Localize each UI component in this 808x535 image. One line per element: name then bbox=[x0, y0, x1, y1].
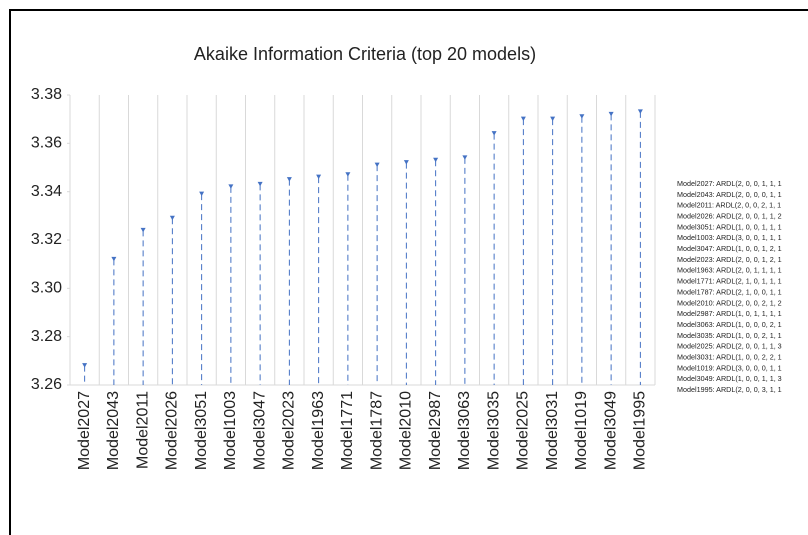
legend-entry: Model1019: ARDL(3, 0, 0, 0, 1, 1 bbox=[677, 363, 782, 372]
marker bbox=[433, 157, 439, 163]
x-tick-label: Model2987 bbox=[427, 391, 444, 470]
legend-entry: Model2027: ARDL(2, 0, 0, 1, 1, 1 bbox=[677, 179, 782, 188]
x-tick-label: Model3047 bbox=[251, 391, 268, 470]
legend-entry: Model1771: ARDL(2, 1, 0, 1, 1, 1 bbox=[677, 277, 782, 286]
legend-entry: Model2025: ARDL(2, 0, 0, 1, 1, 3 bbox=[677, 342, 782, 351]
y-tick-label: 3.32 bbox=[31, 231, 62, 248]
y-tick-label: 3.28 bbox=[31, 328, 62, 345]
legend-entry: Model3049: ARDL(1, 0, 0, 1, 1, 3 bbox=[677, 374, 782, 383]
x-tick-label: Model3051 bbox=[193, 391, 210, 470]
x-tick-label: Model1787 bbox=[368, 391, 385, 470]
legend-entry: Model2010: ARDL(2, 0, 0, 2, 1, 2 bbox=[677, 298, 782, 307]
x-tick-label: Model1019 bbox=[573, 391, 590, 470]
x-tick-label: Model2027 bbox=[76, 391, 93, 470]
marker bbox=[257, 181, 263, 187]
legend-entry: Model2026: ARDL(2, 0, 0, 1, 1, 2 bbox=[677, 211, 782, 220]
marker bbox=[579, 114, 585, 119]
marker bbox=[286, 177, 292, 182]
marker bbox=[169, 215, 175, 221]
marker bbox=[637, 109, 643, 114]
legend-entry: Model2987: ARDL(1, 0, 1, 1, 1, 1 bbox=[677, 309, 782, 318]
legend-entry: Model3063: ARDL(1, 0, 0, 0, 2, 1 bbox=[677, 320, 782, 329]
x-tick-label: Model2025 bbox=[515, 391, 532, 470]
chart-title: Akaike Information Criteria (top 20 mode… bbox=[194, 44, 536, 64]
x-tick-label: Model3031 bbox=[544, 391, 561, 470]
x-tick-label: Model1963 bbox=[310, 391, 327, 470]
y-tick-label: 3.38 bbox=[31, 86, 62, 103]
y-tick-label: 3.26 bbox=[31, 376, 62, 393]
y-tick-label: 3.30 bbox=[31, 280, 62, 297]
marker bbox=[199, 191, 205, 197]
y-tick-label: 3.34 bbox=[31, 183, 62, 200]
y-tick-label: 3.36 bbox=[31, 135, 62, 152]
legend-entry: Model1787: ARDL(2, 1, 0, 0, 1, 1 bbox=[677, 287, 782, 296]
legend-entry: Model3047: ARDL(1, 0, 0, 1, 2, 1 bbox=[677, 244, 782, 253]
x-tick-label: Model2026 bbox=[164, 391, 181, 470]
legend-entry: Model3035: ARDL(1, 0, 0, 2, 1, 1 bbox=[677, 331, 782, 340]
x-tick-label: Model1995 bbox=[632, 391, 649, 470]
x-tick-label: Model3035 bbox=[485, 391, 502, 470]
legend-entry: Model3031: ARDL(1, 0, 0, 2, 2, 1 bbox=[677, 353, 782, 362]
marker bbox=[228, 184, 234, 189]
legend-entry: Model2011: ARDL(2, 0, 0, 2, 1, 1 bbox=[677, 201, 781, 210]
marker bbox=[316, 174, 322, 180]
marker bbox=[374, 162, 380, 168]
marker bbox=[345, 172, 351, 177]
marker bbox=[462, 155, 468, 160]
x-tick-label: Model3063 bbox=[456, 391, 473, 470]
legend-entry: Model1995: ARDL(2, 0, 0, 3, 1, 1 bbox=[677, 385, 782, 394]
legend-entry: Model2023: ARDL(2, 0, 0, 1, 2, 1 bbox=[677, 255, 782, 264]
x-tick-label: Model2043 bbox=[105, 391, 122, 470]
x-tick-label: Model2011 bbox=[134, 391, 151, 469]
x-tick-label: Model2023 bbox=[281, 391, 298, 470]
x-tick-label: Model1771 bbox=[339, 391, 356, 470]
marker bbox=[520, 116, 526, 122]
marker bbox=[82, 363, 88, 368]
x-tick-label: Model2010 bbox=[398, 391, 415, 470]
legend-entry: Model3051: ARDL(1, 0, 0, 1, 1, 1 bbox=[677, 222, 782, 231]
marker bbox=[140, 227, 146, 233]
legend-entry: Model1003: ARDL(3, 0, 0, 1, 1, 1 bbox=[677, 233, 782, 242]
x-tick-label: Model1003 bbox=[222, 391, 239, 470]
legend-entry: Model2043: ARDL(2, 0, 0, 0, 1, 1 bbox=[677, 190, 782, 199]
marker bbox=[550, 116, 556, 122]
marker bbox=[491, 131, 497, 136]
marker bbox=[608, 111, 614, 117]
marker bbox=[403, 160, 409, 165]
marker bbox=[111, 256, 117, 262]
legend-entry: Model1963: ARDL(2, 0, 1, 1, 1, 1 bbox=[677, 266, 782, 275]
x-tick-label: Model3049 bbox=[602, 391, 619, 470]
